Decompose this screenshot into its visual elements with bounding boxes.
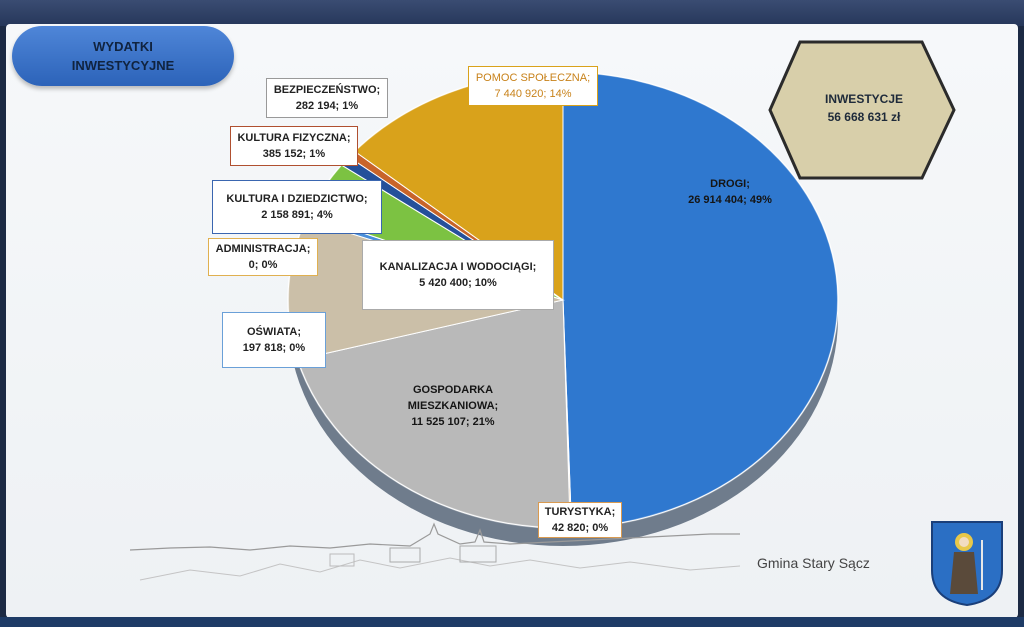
label-drogi-value: 26 914 404; 49% (688, 194, 772, 206)
label-administracja: ADMINISTRACJA; 0; 0% (208, 238, 318, 276)
label-kultura-dziedzictwo-name: KULTURA I DZIEDZICTWO; (226, 193, 368, 205)
total-label: INWESTYCJE (824, 92, 903, 106)
top-strip (0, 0, 1024, 26)
label-kanalizacja-value: 5 420 400; 10% (419, 277, 497, 289)
total-hexagon (768, 40, 956, 180)
label-bezpieczenstwo-value: 282 194; 1% (295, 100, 359, 112)
label-gospodarka-line1: GOSPODARKA (412, 384, 494, 396)
title-line-2: INWESTYCYJNE (71, 58, 175, 73)
footer-municipality: Gmina Stary Sącz (757, 555, 870, 571)
label-kultura-fizyczna: KULTURA FIZYCZNA; 385 152; 1% (230, 126, 358, 166)
label-turystyka-name: TURYSTYKA; (544, 506, 616, 518)
town-skyline-icon (130, 522, 740, 581)
pie-slice-gospodarka-mieszkaniowa (296, 299, 571, 529)
label-drogi: DROGI; 26 914 404; 49% (660, 176, 800, 208)
coat-of-arms-icon (931, 521, 1003, 606)
label-kanalizacja-name: KANALIZACJA I WODOCIĄGI; (379, 261, 537, 273)
label-oswiata-value: 197 818; 0% (242, 342, 306, 354)
label-pomoc-spoleczna: POMOC SPOŁECZNA; 7 440 920; 14% (468, 66, 598, 106)
label-oswiata-name: OŚWIATA; (247, 326, 301, 338)
label-kultura-dziedzictwo: KULTURA I DZIEDZICTWO; 2 158 891; 4% (212, 180, 382, 234)
label-administracja-name: ADMINISTRACJA; (215, 243, 311, 255)
label-administracja-value: 0; 0% (248, 259, 278, 271)
total-value: 56 668 631 zł (827, 110, 901, 124)
label-turystyka: TURYSTYKA; 42 820; 0% (538, 502, 622, 538)
title-pill: WYDATKI INWESTYCYJNE (12, 26, 234, 86)
label-pomoc-spoleczna-name: POMOC SPOŁECZNA; (475, 72, 591, 84)
label-gospodarka-value: 11 525 107; 21% (411, 416, 495, 428)
label-gospodarka-line2: MIESZKANIOWA; (407, 400, 499, 412)
label-turystyka-value: 42 820; 0% (551, 522, 609, 534)
label-gospodarka: GOSPODARKA MIESZKANIOWA; 11 525 107; 21% (388, 382, 518, 430)
label-kanalizacja: KANALIZACJA I WODOCIĄGI; 5 420 400; 10% (362, 240, 554, 310)
bottom-strip (0, 617, 1024, 627)
label-pomoc-spoleczna-value: 7 440 920; 14% (494, 88, 572, 100)
title-line-1: WYDATKI (93, 39, 153, 54)
label-kultura-dziedzictwo-value: 2 158 891; 4% (261, 209, 333, 221)
label-oswiata: OŚWIATA; 197 818; 0% (222, 312, 326, 368)
total-box: INWESTYCJE 56 668 631 zł (790, 90, 938, 126)
pie-slice-drogi (562, 71, 839, 529)
label-bezpieczenstwo-name: BEZPIECZEŃSTWO; (273, 84, 381, 96)
label-bezpieczenstwo: BEZPIECZEŃSTWO; 282 194; 1% (266, 78, 388, 118)
label-drogi-name: DROGI; (710, 178, 750, 190)
label-kultura-fizyczna-name: KULTURA FIZYCZNA; (237, 132, 351, 144)
label-kultura-fizyczna-value: 385 152; 1% (262, 148, 326, 160)
